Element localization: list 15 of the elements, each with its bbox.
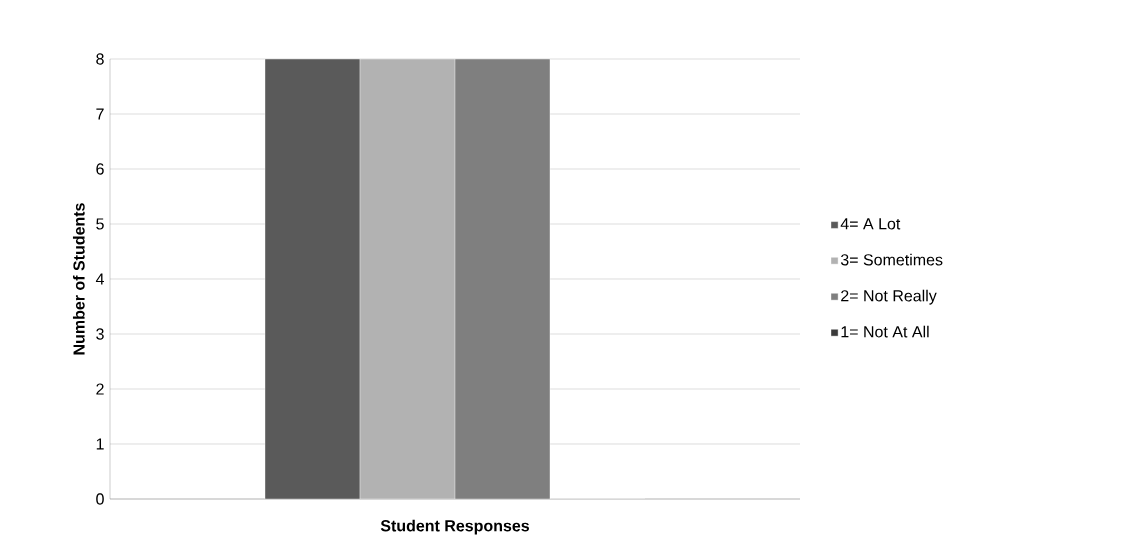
legend-label: 4= A Lot <box>840 218 901 230</box>
legend-label: 2= Not Really <box>841 289 937 305</box>
y-tick-label: 8 <box>96 53 104 65</box>
y-tick-label: 7 <box>96 108 104 120</box>
y-tick-label: 0 <box>96 493 104 505</box>
y-tick-label: 6 <box>96 163 104 175</box>
y-tick-label: 1 <box>96 438 104 450</box>
legend-label: 3= Sometimes <box>840 253 943 266</box>
y-axis-title: Number of Students <box>72 203 85 355</box>
y-tick-label: 2 <box>96 383 104 395</box>
legend-label: 1= Not At All <box>841 325 929 338</box>
x-axis-title: Student Responses <box>380 519 529 535</box>
y-tick-label: 4 <box>95 273 104 285</box>
y-tick-label: 3 <box>96 328 104 340</box>
y-tick-label: 5 <box>96 218 104 230</box>
